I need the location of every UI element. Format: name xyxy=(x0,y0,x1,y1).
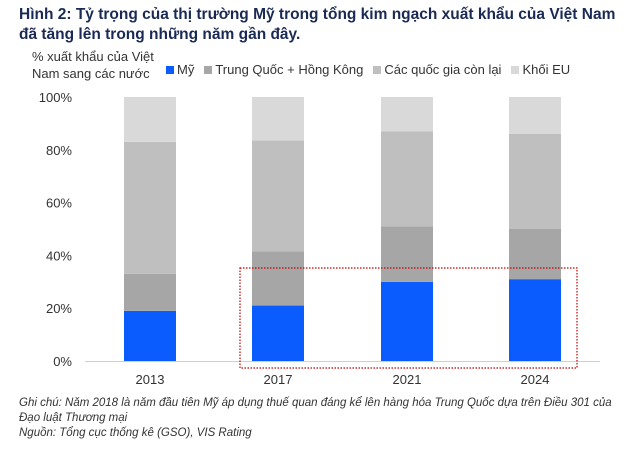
legend-label: Các quốc gia còn lại xyxy=(384,62,502,77)
legend-label: Mỹ xyxy=(177,62,195,77)
legend-item: Mỹ xyxy=(166,62,194,77)
bar-segment xyxy=(381,226,433,282)
legend-swatch xyxy=(166,65,174,74)
chart-title: Hình 2: Tỷ trọng của thị trường Mỹ trong… xyxy=(19,6,616,43)
legend-label: Khối EU xyxy=(522,62,571,77)
y-axis-label: % xuất khẩu của Việt Nam sang các nước xyxy=(32,49,154,81)
bar-segment xyxy=(124,141,176,274)
y-tick-label: 60% xyxy=(46,196,72,211)
legend-swatch xyxy=(204,65,213,74)
bar-segment xyxy=(252,305,304,361)
bar-segment xyxy=(124,273,176,311)
bar-segment xyxy=(252,140,304,252)
y-tick-label: 40% xyxy=(46,248,72,263)
bar-segment xyxy=(124,310,176,361)
bar-segment xyxy=(509,279,561,361)
x-tick-label: 2021 xyxy=(393,372,422,387)
y-tick-label: 20% xyxy=(46,301,72,316)
bar-segment xyxy=(124,97,176,142)
x-tick-label: 2024 xyxy=(521,372,550,387)
legend-item: Khối EU xyxy=(511,62,570,77)
bar-segment xyxy=(381,281,433,361)
x-tick-label: 2013 xyxy=(136,372,165,387)
y-tick-label: 80% xyxy=(46,143,72,158)
bar-segment xyxy=(509,133,561,229)
bar-segment xyxy=(509,229,561,280)
legend: Mỹ Trung Quốc + Hồng Kông Các quốc gia còn… xyxy=(166,62,570,77)
y-tick-label: 0% xyxy=(53,354,72,369)
x-tick-label: 2017 xyxy=(264,372,293,387)
legend-label: Trung Quốc + Hồng Kông xyxy=(215,62,364,77)
highlight-box xyxy=(239,267,578,369)
legend-item: Các quốc gia còn lại xyxy=(373,62,501,77)
footnote: Ghi chú: Năm 2018 là năm đầu tiên Mỹ áp … xyxy=(19,397,612,424)
bar-segment xyxy=(252,251,304,306)
legend-swatch xyxy=(373,65,382,74)
bar-segment xyxy=(252,97,304,141)
bar-segment xyxy=(509,97,561,134)
footer: Ghi chú: Năm 2018 là năm đầu tiên Mỹ áp … xyxy=(19,396,629,441)
legend-swatch xyxy=(511,65,520,74)
bar-segment xyxy=(381,97,433,132)
source: Nguồn: Tổng cục thống kê (GSO), VIS Rati… xyxy=(19,427,252,439)
y-tick-label: 100% xyxy=(39,90,73,105)
bar-segment xyxy=(381,131,433,227)
legend-item: Trung Quốc + Hồng Kông xyxy=(204,62,363,77)
